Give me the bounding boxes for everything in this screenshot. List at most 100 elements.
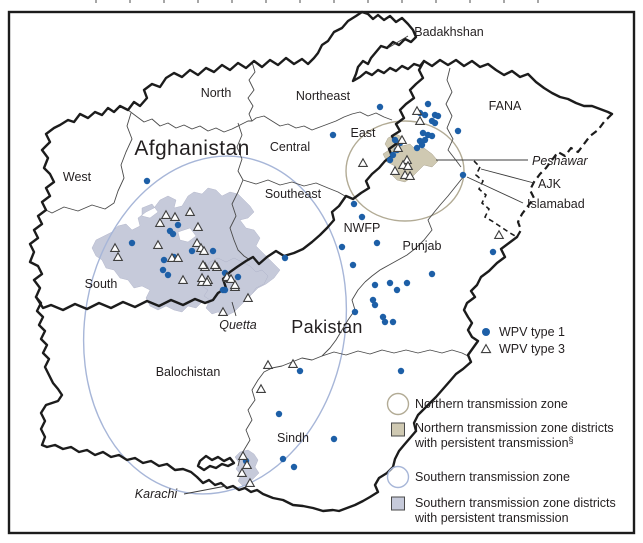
wpv3-triangle	[404, 170, 416, 180]
wpv1-dot	[397, 367, 405, 375]
wpv1-dot	[279, 455, 287, 463]
kashmir-dashed-line	[516, 113, 613, 238]
wpv3-triangle	[389, 165, 401, 175]
wpv1-dot	[421, 111, 429, 119]
wpv3-triangle	[198, 245, 210, 255]
wpv3-triangle	[191, 237, 203, 247]
wpv3-triangle	[244, 477, 256, 487]
badakhshan-line	[387, 35, 409, 49]
wpv3-triangle	[172, 252, 184, 262]
wpv1-dot	[330, 435, 338, 443]
nwfp-punjab-divide	[364, 175, 465, 283]
quetta-line	[231, 301, 237, 317]
legend-s-districts-label-line2: with persistent transmission	[414, 511, 569, 525]
wpv3-triangle	[112, 251, 124, 261]
wpv1-dot	[403, 279, 411, 287]
label-afghanistan: Afghanistan	[134, 137, 249, 160]
wpv1-dot	[389, 151, 397, 159]
balochistan-east-divide	[237, 281, 366, 467]
legend-wpv1-dot-icon	[482, 328, 490, 336]
map-labels: Afghanistan Pakistan Badakhshan North Northe…	[63, 25, 589, 501]
wpv1-dot	[431, 119, 439, 127]
wpv3-triangle	[196, 272, 208, 282]
wpv1-dot	[159, 266, 167, 274]
cropped-caption-remnant	[95, 0, 540, 3]
wpv3-triangle	[287, 358, 299, 368]
case-markers	[109, 100, 505, 487]
west-divide	[45, 112, 133, 214]
label-west: West	[63, 170, 92, 184]
ajk-line	[480, 168, 535, 184]
wpv1-dot	[221, 286, 229, 294]
legend-wpv3-triangle-icon	[480, 343, 492, 354]
label-central: Central	[270, 140, 310, 154]
wpv1-dot	[421, 136, 429, 144]
label-quetta: Quetta	[219, 318, 257, 332]
wpv1-dot	[454, 127, 462, 135]
punjab-sindh-divide	[321, 349, 469, 357]
wpv3-triangle	[262, 359, 274, 369]
wpv1-dot	[376, 103, 384, 111]
wpv1-dot	[391, 136, 399, 144]
wpv1-dot	[489, 248, 497, 256]
legend-wpv1-label: WPV type 1	[499, 325, 565, 339]
islamabad-line	[466, 176, 524, 204]
wpv3-triangle	[241, 459, 253, 469]
wpv1-dot	[418, 141, 426, 149]
legend-wpv3-label: WPV type 3	[499, 342, 565, 356]
afghan-north-divide	[127, 109, 393, 133]
karachi-delta-squiggle	[196, 454, 236, 472]
wpv1-dot	[143, 177, 151, 185]
wpv1-dot	[389, 318, 397, 326]
label-southeast: Southeast	[265, 187, 322, 201]
wpv1-dot	[419, 129, 427, 137]
wpv1-dot	[169, 230, 177, 238]
wpv3-triangle	[154, 217, 166, 227]
wpv1-dot	[428, 132, 436, 140]
wpv3-triangle	[414, 115, 426, 125]
legend-n-zone-label: Northern transmission zone	[415, 397, 568, 411]
label-northeast: Northeast	[296, 89, 351, 103]
wpv3-triangle	[201, 276, 213, 286]
wpv1-dot	[358, 213, 366, 221]
wpv3-triangle	[396, 134, 408, 144]
wpv3-triangle	[225, 273, 237, 283]
wpv3-triangle	[402, 160, 414, 170]
afghanistan-outline	[28, 10, 426, 312]
wpv1-dot	[381, 318, 389, 326]
southern-transmission-zone-ellipse	[82, 155, 348, 495]
wpv1-dot	[379, 313, 387, 321]
karachi-line	[183, 485, 227, 495]
wpv3-triangle	[411, 105, 423, 115]
wpv1-dot	[329, 131, 337, 139]
label-karachi: Karachi	[135, 487, 179, 501]
wpv3-triangle	[184, 206, 196, 216]
wpv1-dot	[209, 247, 217, 255]
wpv3-triangle	[109, 242, 121, 252]
label-peshawar: Peshawar	[532, 154, 588, 168]
central-west-divide	[236, 122, 244, 181]
wpv3-triangle	[192, 221, 204, 231]
wpv3-triangle	[392, 142, 404, 152]
label-south: South	[85, 277, 118, 291]
label-fana: FANA	[489, 99, 522, 113]
wpv1-dot	[371, 301, 379, 309]
wpv1-dot	[349, 261, 357, 269]
wpv1-dot	[160, 256, 168, 264]
wpv1-dot	[188, 247, 196, 255]
wpv1-dot	[351, 308, 359, 316]
fana-nwfp-divide	[445, 67, 462, 168]
legend-s-districts-square-icon	[391, 496, 405, 511]
wpv1-dot	[386, 279, 394, 287]
province-boundaries	[45, 61, 469, 467]
label-sindh: Sindh	[277, 431, 309, 445]
wpv1-dot	[290, 463, 298, 471]
label-nwfp: NWFP	[344, 221, 381, 235]
label-east: East	[350, 126, 376, 140]
legend-s-zone-label: Southern transmission zone	[415, 470, 570, 484]
label-badakhshan: Badakhshan	[414, 25, 484, 39]
pakistan-east-south-border	[34, 235, 519, 513]
pakistan-north-border	[422, 58, 614, 116]
wpv1-dot	[413, 144, 421, 152]
